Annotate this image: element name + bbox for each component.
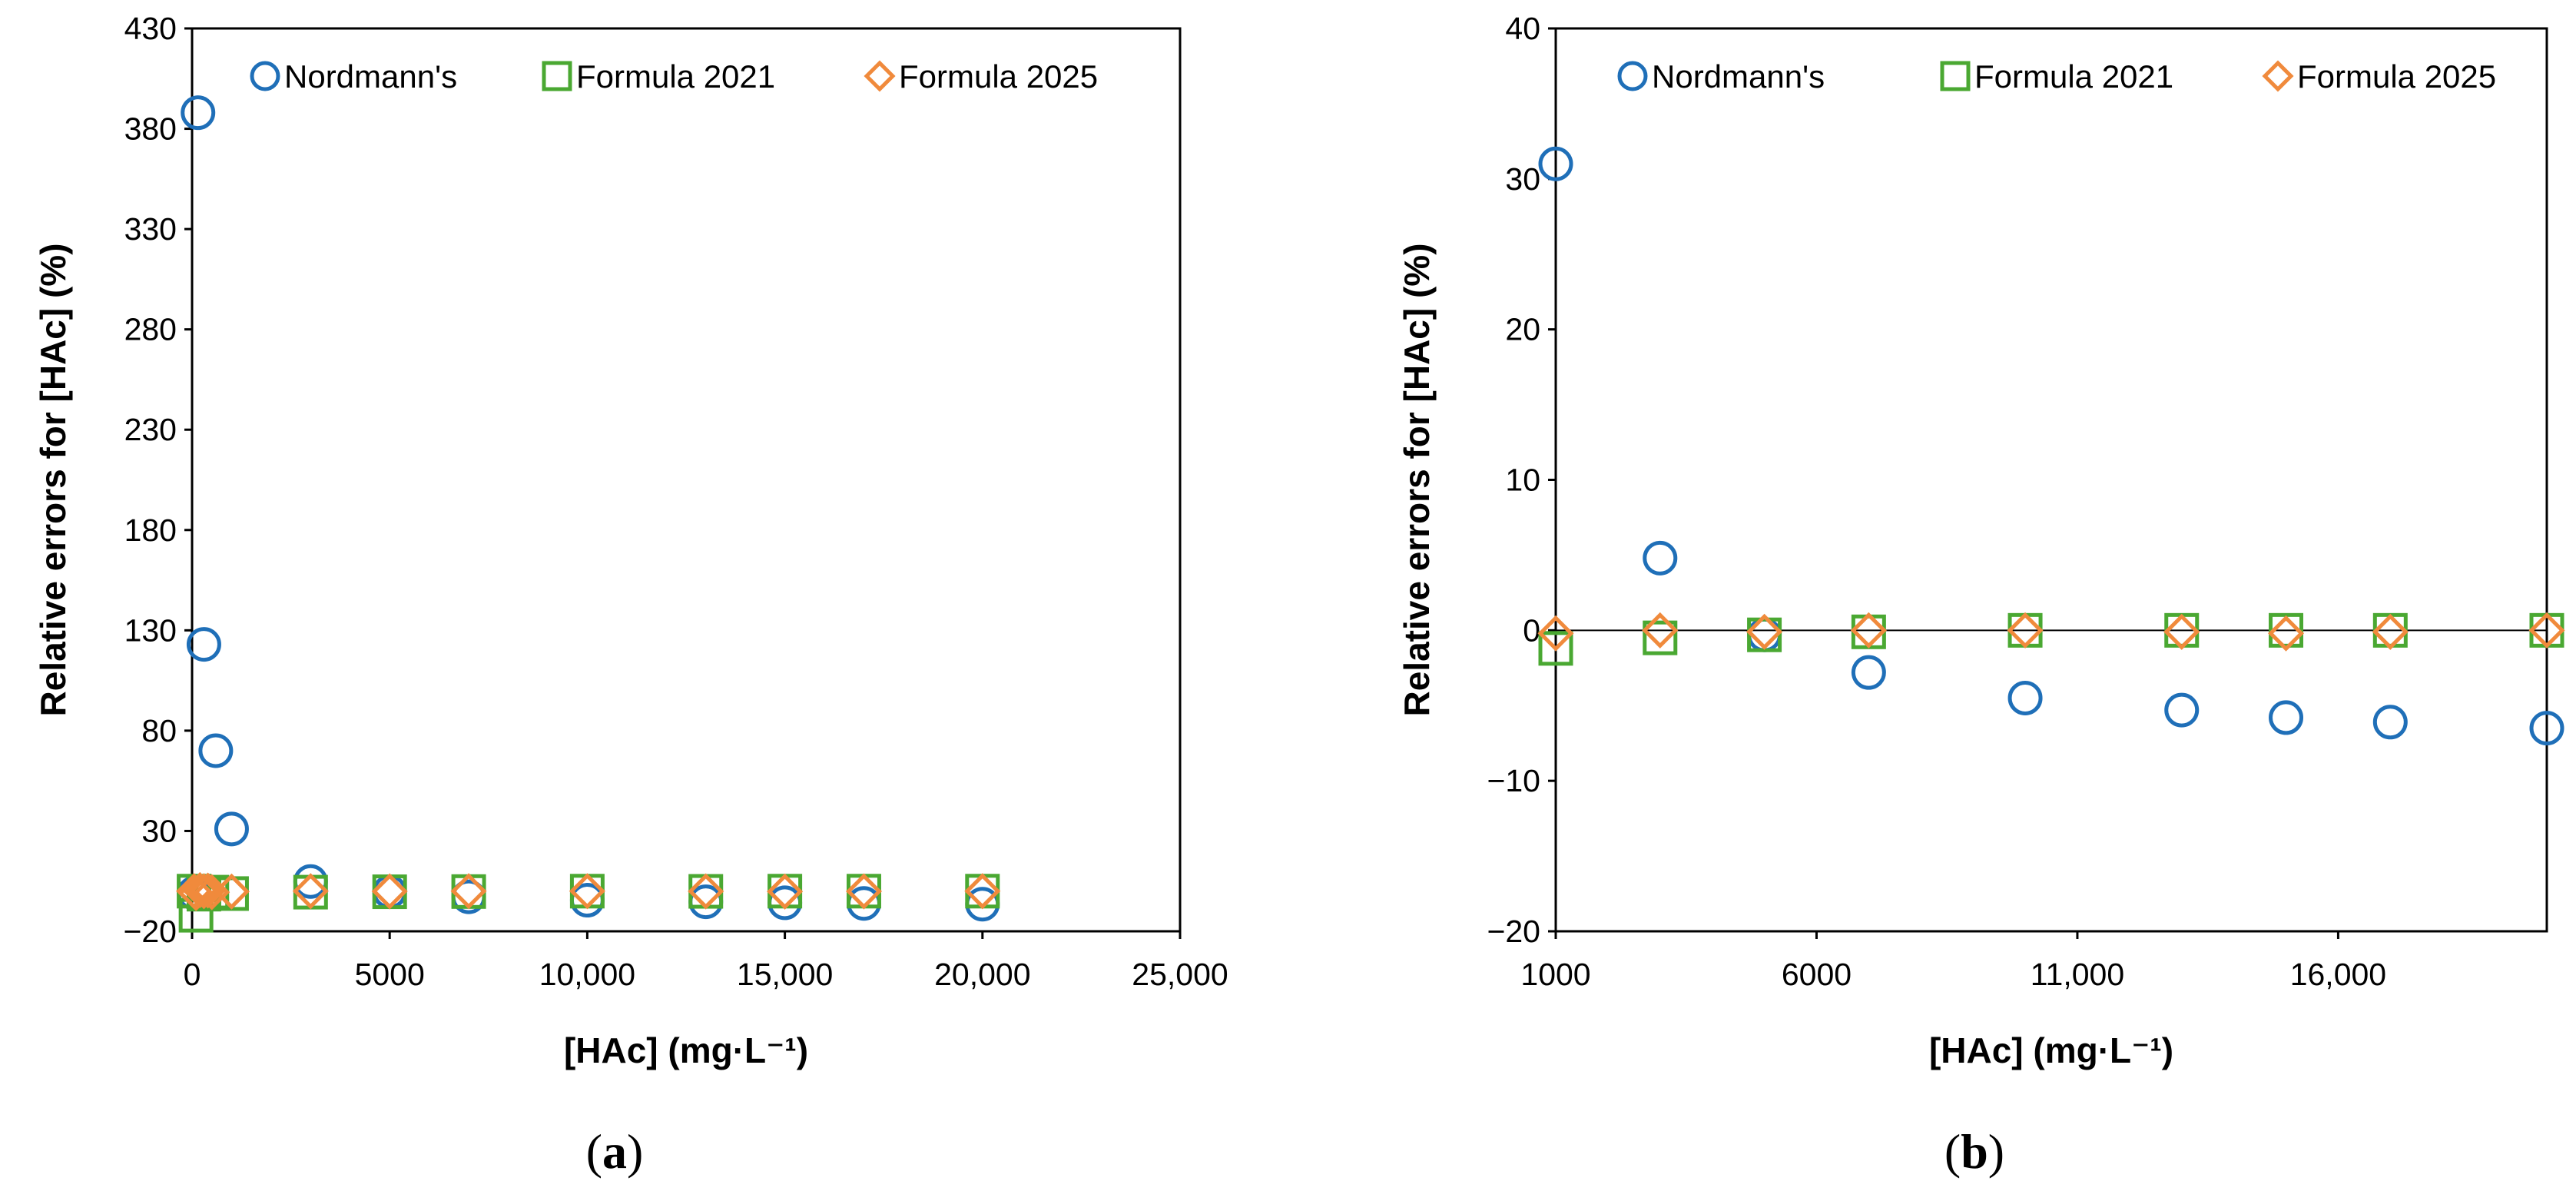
x-tick-label: 10,000 [539, 957, 635, 992]
legend-label: Formula 2021 [1974, 58, 2173, 95]
data-point-diamond [213, 873, 250, 910]
legend-marker-square [542, 61, 572, 91]
data-point-circle [846, 886, 881, 921]
y-axis-title: Relative errors for [HAc] (%) [1397, 243, 1437, 716]
y-tick-label: 180 [124, 513, 177, 548]
legend-marker-circle [1617, 61, 1648, 91]
x-axis-title: [HAc] (mg·L⁻¹) [1929, 1030, 2173, 1070]
legend-marker-diamond [864, 60, 896, 92]
data-point-square [1538, 631, 1573, 666]
data-point-diamond [181, 871, 218, 909]
y-axis-title: Relative errors for [HAc] (%) [33, 243, 73, 716]
data-point-circle [214, 811, 249, 847]
data-point-diamond [767, 873, 804, 910]
data-point-circle [2529, 711, 2564, 746]
data-point-diamond [450, 873, 487, 910]
data-point-diamond [2007, 612, 2044, 649]
plot-area-frame [1554, 27, 2548, 933]
y-tick-label: 280 [124, 312, 177, 347]
x-axis-title: [HAc] (mg·L⁻¹) [564, 1030, 808, 1070]
data-point-diamond [2163, 613, 2200, 650]
data-point-diamond [371, 873, 408, 910]
legend-label: Formula 2025 [899, 58, 1098, 95]
legend-label: Nordmann's [284, 58, 457, 95]
series-square [1538, 612, 2564, 666]
data-point-diamond [845, 873, 883, 910]
data-point-circle [2164, 692, 2200, 728]
y-tick-label: 330 [124, 211, 177, 247]
chart-panel-a: −20 30 80 130 180 230 280 330 380 430 0 5000 10,000 1… [33, 11, 1228, 1179]
data-point-diamond [2267, 615, 2305, 652]
y-tick-label: 80 [141, 713, 177, 748]
data-point-square [2269, 612, 2304, 648]
data-point-diamond [2528, 612, 2565, 649]
x-tick-label: 15,000 [737, 957, 833, 992]
data-point-diamond [292, 873, 329, 910]
data-point-circle [186, 627, 221, 662]
data-point-circle [293, 864, 328, 899]
x-tick-label: 25,000 [1132, 957, 1228, 992]
panel-label: (b) [1944, 1124, 2004, 1179]
data-point-circle [2269, 700, 2304, 735]
data-point-diamond [1537, 615, 1574, 652]
data-point-diamond [185, 873, 222, 910]
data-point-diamond [964, 873, 1001, 910]
plot-area-frame [191, 27, 1182, 933]
legend-marker-circle [250, 61, 280, 91]
data-point-circle [181, 95, 216, 131]
y-tick-label: 130 [124, 612, 177, 648]
data-point-circle [1643, 540, 1678, 576]
y-tick-label: 20 [1505, 312, 1540, 347]
data-point-circle [569, 883, 605, 918]
y-tick-label: 10 [1505, 463, 1540, 498]
panel-label: (a) [586, 1124, 644, 1179]
data-point-circle [767, 885, 803, 921]
series-diamond [176, 871, 1001, 911]
x-tick-label: 16,000 [2290, 957, 2386, 992]
data-point-circle [688, 884, 724, 920]
data-point-circle [198, 733, 234, 768]
x-tick-label: 5000 [355, 957, 425, 992]
series-circle [177, 95, 1000, 922]
data-point-diamond [1642, 612, 1679, 649]
y-tick-label: 30 [1505, 161, 1540, 197]
data-point-circle [372, 874, 407, 910]
x-tick-label: 6000 [1782, 957, 1852, 992]
legend-label: Nordmann's [1652, 58, 1825, 95]
y-tick-label: 430 [124, 11, 177, 46]
data-point-circle [2007, 680, 2043, 715]
x-tick-label: 0 [184, 957, 201, 992]
x-tick-label: 1000 [1520, 957, 1590, 992]
data-point-square [1851, 614, 1886, 649]
chart-panel-b: −20 −10 0 10 20 30 40 1000 6000 11,000 16,000 [HAc]… [1397, 11, 2565, 1179]
y-tick-label: 40 [1505, 11, 1540, 46]
data-point-diamond [569, 873, 605, 910]
series-circle [1538, 146, 2564, 746]
data-point-diamond [1850, 612, 1887, 649]
y-tick-label: 30 [141, 813, 177, 848]
legend-label: Formula 2025 [2297, 58, 2496, 95]
data-point-diamond [2372, 613, 2409, 650]
data-point-diamond [1746, 613, 1783, 650]
legend-marker-square [1940, 61, 1971, 91]
y-tick-label: 230 [124, 412, 177, 447]
data-point-square [1643, 620, 1678, 655]
data-point-circle [1851, 655, 1886, 690]
data-point-circle [1538, 146, 1573, 181]
data-point-square [1747, 617, 1782, 652]
data-point-circle [2372, 705, 2408, 740]
y-tick-label: 0 [1523, 612, 1540, 648]
y-tick-label: −10 [1487, 763, 1540, 798]
series-diamond [1537, 612, 2565, 652]
y-tick-label: −20 [1487, 914, 1540, 949]
x-tick-label: 11,000 [2031, 957, 2124, 992]
legend-marker-diamond [2262, 60, 2294, 92]
legend-label: Formula 2021 [576, 58, 775, 95]
y-tick-label: −20 [123, 914, 177, 949]
x-tick-label: 20,000 [934, 957, 1030, 992]
y-tick-label: 380 [124, 111, 177, 147]
data-point-diamond [688, 873, 724, 910]
